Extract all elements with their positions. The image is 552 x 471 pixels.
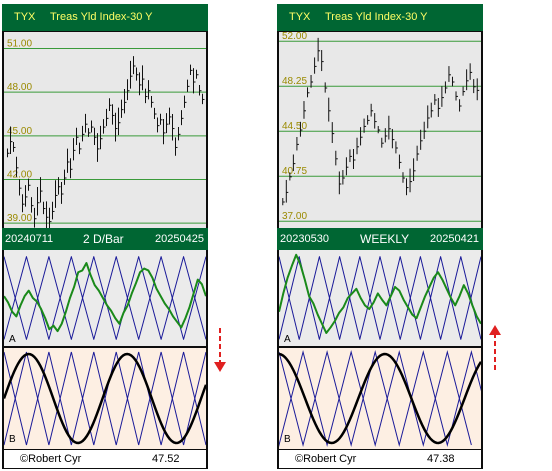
zigzag-line: [4, 256, 206, 340]
price-chart-svg: 52.00 48.25 44.50 40.75 37.00: [279, 32, 481, 222]
cycle-sine: [279, 352, 481, 445]
cycle-label: B: [284, 434, 291, 445]
panel-header: TYX Treas Yld Index-30 Y: [277, 4, 483, 31]
instrument-name: Treas Yld Index-30 Y: [325, 11, 428, 23]
y-tick-label: 40.75: [282, 166, 307, 177]
last-value: 47.38: [427, 453, 455, 465]
cycle-panel: B: [4, 348, 206, 449]
start-date: 20230530: [280, 233, 329, 245]
y-tick-label: 51.00: [7, 39, 32, 50]
footer: ©Robert Cyr 47.38: [279, 450, 481, 468]
y-tick-label: 44.50: [282, 121, 307, 132]
price-chart: 51.00 48.00 45.00 42.00 39.00: [4, 32, 206, 228]
cycle-svg: [4, 351, 206, 446]
oscillator-svg: [4, 256, 206, 340]
author-credit: ©Robert Cyr: [295, 453, 357, 465]
zigzag-line: [279, 256, 481, 340]
dashed-up-arrow-icon: [489, 325, 501, 370]
y-tick-label: 48.25: [282, 76, 307, 87]
oscillator-line: [4, 262, 206, 333]
end-date: 20250425: [155, 233, 204, 245]
panel-header: TYX Treas Yld Index-30 Y: [2, 4, 208, 31]
footer: ©Robert Cyr 47.52: [4, 450, 206, 468]
timeframe-label: 2 D/Bar: [83, 232, 124, 246]
symbol-label: TYX: [14, 11, 36, 23]
oscillator-label: A: [9, 334, 16, 345]
cycle-zigzag: [4, 351, 206, 446]
y-tick-label: 42.00: [7, 169, 32, 180]
timeframe-label: WEEKLY: [360, 232, 410, 246]
oscillator-svg: [279, 253, 481, 340]
chart-panel-daily: TYX Treas Yld Index-30 Y 51.00 48.00 45.00…: [2, 4, 208, 469]
oscillator-panel: A: [279, 250, 481, 346]
y-tick-label: 52.00: [282, 32, 307, 42]
oscillator-line: [279, 253, 481, 334]
price-chart: 52.00 48.25 44.50 40.75 37.00: [279, 32, 481, 228]
date-bar: 20230530 WEEKLY 20250421: [277, 228, 483, 250]
y-tick-label: 48.00: [7, 82, 32, 93]
start-date: 20240711: [5, 233, 54, 245]
date-bar: 20240711 2 D/Bar 20250425: [2, 228, 208, 250]
symbol-label: TYX: [289, 11, 311, 23]
cycle-svg: [279, 350, 481, 447]
zigzag-line: [279, 256, 481, 340]
y-tick-label: 37.00: [282, 211, 307, 222]
y-tick-label: 39.00: [7, 213, 32, 224]
cycle-zigzag: [279, 350, 472, 447]
instrument-name: Treas Yld Index-30 Y: [50, 11, 153, 23]
oscillator-panel: A: [4, 250, 206, 346]
dashed-down-arrow-icon: [214, 328, 226, 372]
cycle-label: B: [9, 434, 16, 445]
cycle-panel: B: [279, 348, 481, 449]
cycle-zigzag: [4, 351, 206, 446]
price-chart-svg: 51.00 48.00 45.00 42.00 39.00: [4, 39, 206, 228]
y-tick-label: 45.00: [7, 126, 32, 137]
oscillator-label: A: [284, 334, 291, 345]
last-value: 47.52: [152, 453, 180, 465]
chart-panel-weekly: TYX Treas Yld Index-30 Y 52.00 48.25 44.50…: [277, 4, 483, 469]
end-date: 20250421: [430, 233, 479, 245]
author-credit: ©Robert Cyr: [20, 453, 82, 465]
cycle-sine: [4, 352, 206, 445]
